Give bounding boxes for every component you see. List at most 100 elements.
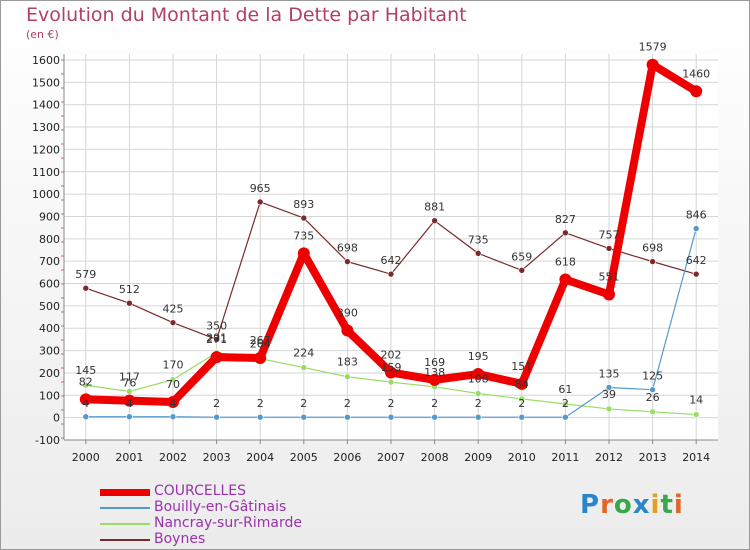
data-label-nancray-sur-rimarde: 39 [602, 388, 616, 401]
legend-swatch-courcelles [100, 489, 150, 496]
data-label-nancray-sur-rimarde: 183 [337, 356, 358, 369]
data-point-boynes [474, 250, 482, 257]
data-point-nancray-sur-rimarde [126, 388, 133, 395]
data-point-bouilly-en-g-tinais [562, 413, 569, 421]
data-label-boynes: 642 [686, 254, 707, 267]
y-tick-label: 1500 [32, 76, 60, 89]
x-tick-label: 2004 [246, 451, 274, 464]
data-point-nancray-sur-rimarde [518, 395, 526, 403]
data-label-bouilly-en-g-tinais: 2 [562, 397, 569, 410]
y-tick-label: 300 [39, 345, 60, 358]
data-label-courcelles: 271 [206, 333, 227, 346]
data-point-courcelles [646, 58, 659, 71]
data-label-bouilly-en-g-tinais: 4 [126, 397, 133, 410]
data-point-nancray-sur-rimarde [692, 411, 700, 418]
data-label-boynes: 642 [381, 254, 402, 267]
data-point-courcelles [254, 351, 267, 364]
series-layer [79, 58, 703, 421]
data-point-bouilly-en-g-tinais [387, 413, 395, 421]
data-label-courcelles: 1579 [639, 41, 667, 54]
data-label-courcelles: 169 [424, 356, 445, 369]
data-label-boynes: 757 [599, 228, 620, 241]
data-label-courcelles: 618 [555, 256, 576, 269]
legend-swatch-boynes [100, 539, 150, 541]
data-label-courcelles: 551 [599, 270, 620, 283]
chart-title: Evolution du Montant de la Dette par Hab… [26, 4, 467, 26]
data-label-nancray-sur-rimarde: 291 [206, 332, 227, 345]
data-point-bouilly-en-g-tinais [344, 413, 351, 421]
x-tick-label: 2000 [72, 451, 100, 464]
legend-swatch-bouilly [100, 507, 150, 509]
data-label-nancray-sur-rimarde: 84 [515, 378, 529, 391]
x-tick-label: 2008 [421, 451, 449, 464]
data-point-boynes [300, 214, 308, 222]
data-point-nancray-sur-rimarde [169, 376, 177, 383]
data-point-boynes [387, 270, 395, 278]
data-point-bouilly-en-g-tinais [256, 413, 264, 421]
data-point-courcelles [385, 366, 397, 379]
data-point-bouilly-en-g-tinais [300, 413, 308, 421]
data-point-nancray-sur-rimarde [344, 373, 351, 381]
x-tick-label: 2010 [508, 451, 536, 464]
data-point-boynes [256, 198, 264, 206]
data-point-courcelles [297, 247, 310, 260]
data-label-courcelles: 76 [122, 377, 136, 390]
data-label-bouilly-en-g-tinais: 4 [82, 397, 89, 410]
data-label-layer: 579 512 425 350 965 893 698 642 881 735 659 827 757 6… [75, 41, 710, 411]
y-tick-label: 200 [39, 367, 60, 380]
data-point-courcelles [79, 393, 92, 406]
y-tick-label: 1600 [32, 54, 60, 67]
data-label-nancray-sur-rimarde: 61 [558, 383, 572, 396]
x-tick-label: 2003 [203, 451, 231, 464]
data-label-bouilly-en-g-tinais: 2 [344, 397, 351, 410]
y-tick-label: 900 [39, 210, 60, 223]
y-tick-label: 0 [53, 412, 60, 425]
data-point-nancray-sur-rimarde [387, 378, 395, 386]
data-label-nancray-sur-rimarde: 117 [119, 370, 140, 383]
data-label-bouilly-en-g-tinais: 846 [686, 209, 707, 222]
data-label-boynes: 659 [511, 250, 532, 263]
data-point-nancray-sur-rimarde [300, 364, 308, 371]
data-label-courcelles: 735 [293, 229, 314, 242]
data-point-courcelles [167, 396, 179, 408]
data-point-boynes [169, 319, 177, 326]
data-label-boynes: 350 [206, 319, 227, 332]
data-point-courcelles [210, 351, 223, 364]
data-point-boynes [562, 229, 569, 237]
data-point-boynes [431, 217, 438, 225]
data-point-courcelles [123, 394, 136, 407]
legend-label-bouilly: Bouilly-en-Gâtinais [154, 499, 287, 515]
data-point-courcelles [472, 368, 485, 381]
data-point-boynes [692, 270, 700, 278]
data-label-courcelles: 202 [381, 348, 402, 361]
x-tick-label: 2002 [159, 451, 187, 464]
data-label-boynes: 512 [119, 283, 140, 296]
x-tick-label: 2007 [377, 451, 405, 464]
legend-swatch-nancray [100, 523, 150, 525]
data-point-bouilly-en-g-tinais [431, 413, 438, 421]
data-point-bouilly-en-g-tinais [692, 225, 700, 232]
legend-label-boynes: Boynes [154, 531, 206, 547]
data-point-nancray-sur-rimarde [605, 405, 613, 413]
y-tick-label: 800 [39, 233, 60, 246]
data-point-boynes [82, 284, 90, 292]
data-label-courcelles: 267 [250, 334, 271, 347]
axis-layer: -100 0 100 200 300 400 500 600 700 800 900 1000 1100… [32, 54, 718, 464]
data-label-bouilly-en-g-tinais: 2 [257, 397, 264, 410]
x-tick-label: 2009 [464, 451, 492, 464]
data-label-bouilly-en-g-tinais: 135 [599, 367, 620, 380]
data-point-courcelles [690, 85, 703, 98]
data-label-nancray-sur-rimarde: 224 [293, 347, 314, 360]
data-point-bouilly-en-g-tinais [474, 413, 482, 421]
data-label-nancray-sur-rimarde: 138 [424, 366, 445, 379]
y-tick-label: 500 [39, 300, 60, 313]
y-tick-label: 400 [39, 322, 60, 335]
data-label-bouilly-en-g-tinais: 2 [431, 397, 438, 410]
data-label-boynes: 698 [642, 242, 663, 255]
y-tick-label: 1100 [32, 166, 60, 179]
data-label-bouilly-en-g-tinais: 125 [642, 370, 663, 383]
data-label-courcelles: 70 [166, 378, 180, 391]
data-point-nancray-sur-rimarde [474, 390, 482, 397]
data-label-nancray-sur-rimarde: 159 [381, 361, 402, 374]
